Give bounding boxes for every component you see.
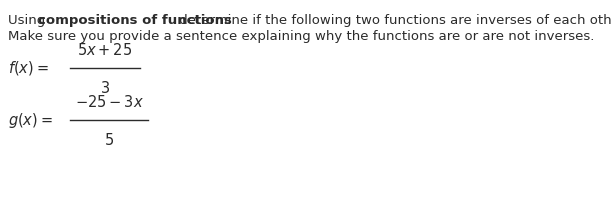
Text: Using compositions of functions: Using compositions of functions [8,14,221,27]
Text: $3$: $3$ [100,80,110,96]
Text: $f(x) =$: $f(x) =$ [8,59,49,77]
Text: $5x + 25$: $5x + 25$ [78,42,133,58]
Text: compositions of functions: compositions of functions [38,14,232,27]
Text: determine if the following two functions are inverses of each other.: determine if the following two functions… [175,14,611,27]
Text: Make sure you provide a sentence explaining why the functions are or are not inv: Make sure you provide a sentence explain… [8,30,595,43]
Text: Using: Using [8,14,49,27]
Text: $-25 - 3x$: $-25 - 3x$ [75,94,144,110]
Text: $5$: $5$ [104,132,114,148]
Text: $g(x) =$: $g(x) =$ [8,111,53,130]
